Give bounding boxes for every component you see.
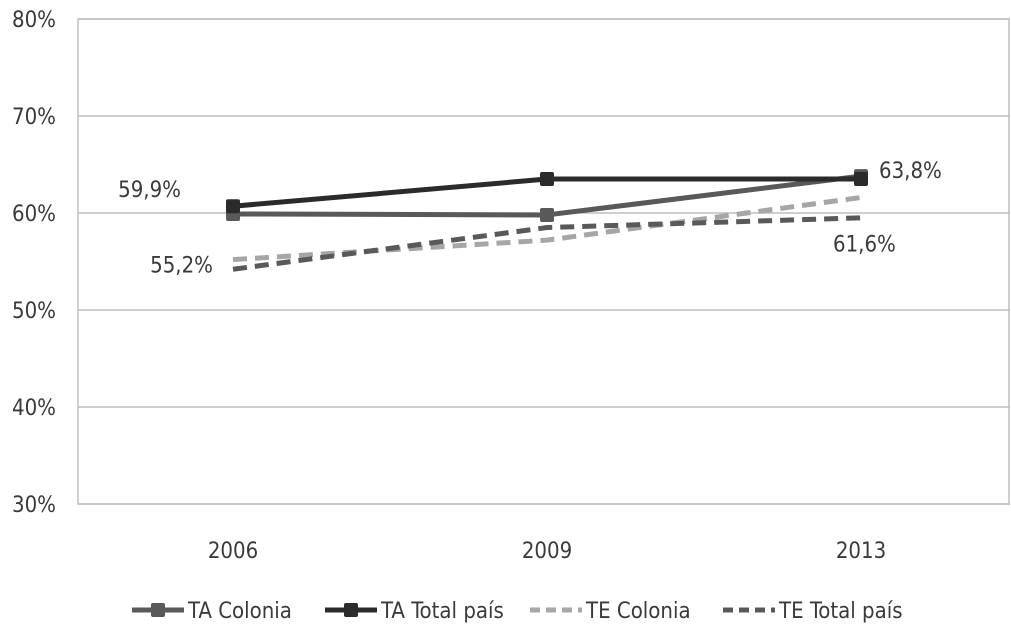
y-tick-label: 70% (12, 105, 56, 130)
data-point (854, 172, 868, 187)
data-labels: 59,9% 55,2% 63,8% 61,6% (118, 159, 942, 278)
y-tick-label: 60% (12, 202, 56, 227)
legend-label: TA Colonia (187, 599, 292, 624)
x-axis-ticks: 2006 2009 2013 (208, 539, 886, 564)
plot-frame (77, 18, 1010, 505)
y-tick-label: 30% (12, 493, 56, 518)
legend-item: TE Colonia (530, 599, 691, 624)
legend: TA Colonia TA Total país TE Colonia TE Tota… (132, 599, 903, 624)
gridlines (77, 18, 1010, 505)
legend-label: TE Colonia (585, 599, 691, 624)
data-label: 59,9% (118, 178, 181, 203)
data-point (540, 172, 554, 187)
data-point (226, 199, 240, 214)
data-label: 55,2% (150, 254, 213, 279)
series-line-te-total-país (232, 215, 862, 272)
legend-label: TE Total país (778, 599, 903, 624)
data-point (540, 207, 554, 222)
legend-marker (344, 603, 358, 617)
series-line-te-colonia (232, 195, 862, 263)
x-tick-label: 2013 (836, 539, 886, 564)
series (226, 169, 868, 272)
data-label: 61,6% (833, 232, 896, 257)
y-tick-label: 50% (12, 299, 56, 324)
legend-item: TE Total país (723, 599, 903, 624)
x-tick-label: 2009 (522, 539, 572, 564)
y-tick-label: 40% (12, 396, 56, 421)
y-tick-label: 80% (12, 8, 56, 33)
data-label: 63,8% (879, 159, 942, 184)
x-tick-label: 2006 (208, 539, 258, 564)
legend-item: TA Total país (325, 599, 504, 624)
legend-label: TA Total país (380, 599, 504, 624)
legend-item: TA Colonia (132, 599, 292, 624)
y-axis-ticks: 30% 40% 50% 60% 70% 80% (12, 8, 56, 518)
legend-marker (151, 603, 165, 617)
